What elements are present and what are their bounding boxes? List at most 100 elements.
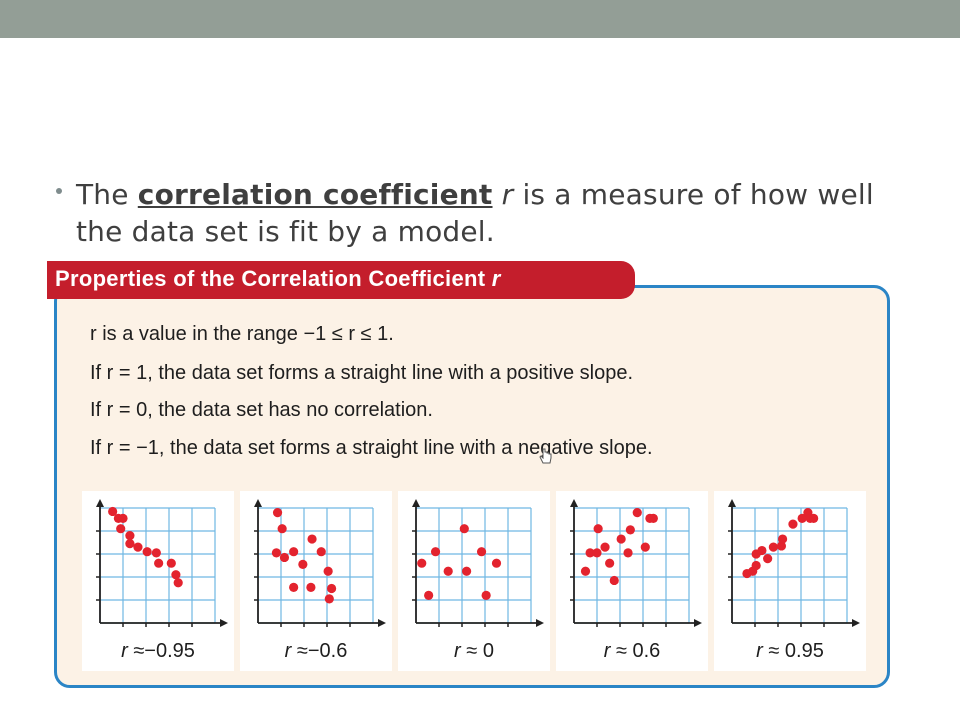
plot-svg — [254, 499, 386, 627]
x-axis-arrow — [378, 619, 386, 627]
plot-svg — [412, 499, 544, 627]
data-point — [279, 552, 290, 563]
data-point — [776, 541, 787, 551]
plot-label: r ≈−0.6 — [240, 640, 392, 663]
scatter-plot-3: r ≈ 0 — [398, 491, 550, 671]
data-point — [151, 548, 161, 558]
y-axis-arrow — [412, 499, 420, 507]
data-point — [609, 575, 619, 586]
data-point — [133, 542, 143, 552]
data-point — [648, 513, 658, 523]
data-point — [625, 525, 635, 535]
term-correlation-coefficient: correlation coefficient — [137, 178, 493, 211]
data-point — [600, 542, 610, 552]
data-point — [763, 554, 773, 564]
data-point — [592, 548, 602, 558]
label-relation: ≈ — [615, 640, 633, 662]
plot-label: r ≈ 0.95 — [714, 640, 866, 663]
data-point — [173, 578, 183, 588]
panel-title-var: r — [491, 266, 501, 291]
data-point — [166, 558, 176, 568]
label-var: r — [121, 640, 128, 662]
panel-title-text: Properties of the Correlation Coefficien… — [55, 266, 492, 291]
bullet-variable: r — [501, 178, 514, 211]
scatter-plot-1: r ≈−0.95 — [82, 491, 234, 671]
data-point — [307, 534, 317, 544]
data-point — [289, 582, 299, 592]
label-var: r — [603, 640, 611, 662]
panel-header: Properties of the Correlation Coefficien… — [47, 261, 635, 299]
property-line-3: If r = 0, the data set has no correlatio… — [90, 399, 433, 421]
data-point — [277, 524, 287, 534]
data-point — [757, 545, 767, 556]
label-relation: ≈− — [296, 640, 320, 662]
data-point — [298, 559, 308, 569]
label-value: 0.95 — [155, 640, 195, 662]
label-var: r — [454, 640, 461, 662]
data-point — [797, 513, 807, 523]
data-point — [271, 548, 281, 558]
label-value: 0.95 — [784, 640, 824, 662]
y-axis-arrow — [254, 499, 262, 507]
x-axis-arrow — [536, 619, 544, 627]
plot-svg — [96, 499, 228, 627]
data-point — [459, 524, 469, 534]
data-point — [108, 506, 118, 517]
data-point — [324, 594, 334, 604]
plot-label: r ≈−0.95 — [82, 640, 234, 663]
title-bar — [0, 0, 960, 38]
property-line-1: r is a value in the range −1 ≤ r ≤ 1. — [90, 323, 394, 345]
bullet-text: The correlation coefficient r is a measu… — [56, 176, 886, 250]
label-relation: ≈ — [768, 640, 785, 662]
x-axis-arrow — [852, 619, 860, 627]
data-point — [323, 566, 333, 576]
label-var: r — [284, 640, 292, 662]
data-point — [289, 547, 299, 557]
property-line-4: If r = −1, the data set forms a straight… — [90, 437, 653, 459]
data-point — [616, 534, 626, 544]
data-point — [154, 558, 164, 568]
data-point — [593, 524, 603, 534]
hand-cursor-icon — [539, 448, 552, 464]
label-relation: ≈ — [466, 640, 483, 662]
data-point — [768, 542, 778, 552]
label-value: 0.6 — [632, 640, 661, 662]
label-relation: ≈− — [133, 640, 156, 662]
data-point — [476, 547, 487, 557]
plot-svg — [570, 499, 702, 627]
y-axis-arrow — [728, 499, 736, 507]
data-point — [125, 531, 135, 541]
property-line-2: If r = 1, the data set forms a straight … — [90, 362, 634, 384]
data-point — [481, 590, 491, 600]
data-point — [462, 566, 472, 576]
data-point — [623, 548, 633, 558]
data-point — [306, 582, 316, 592]
data-point — [580, 566, 591, 576]
data-point — [142, 547, 152, 557]
data-point — [751, 560, 761, 571]
data-point — [809, 513, 819, 523]
plot-label: r ≈ 0.6 — [556, 640, 708, 663]
scatter-plot-2: r ≈−0.6 — [240, 491, 392, 671]
bullet-suffix: is a measure of how well the data set is… — [76, 178, 874, 248]
data-point — [272, 508, 283, 518]
data-point — [125, 539, 135, 549]
bullet-prefix: The — [76, 178, 138, 211]
scatter-plot-4: r ≈ 0.6 — [556, 491, 708, 671]
data-point — [424, 590, 434, 600]
label-value: 0.6 — [319, 640, 348, 662]
data-point — [417, 558, 427, 568]
plot-svg — [728, 499, 860, 627]
data-point — [491, 558, 502, 568]
data-point — [788, 519, 798, 529]
data-point — [443, 566, 453, 576]
data-point — [116, 524, 126, 534]
x-axis-arrow — [220, 619, 228, 627]
data-point — [778, 534, 788, 544]
scatter-plot-5: r ≈ 0.95 — [714, 491, 866, 671]
data-point — [171, 570, 181, 580]
label-value: 0 — [482, 640, 494, 662]
data-point — [118, 513, 128, 523]
data-point — [640, 542, 650, 552]
data-point — [430, 547, 441, 557]
